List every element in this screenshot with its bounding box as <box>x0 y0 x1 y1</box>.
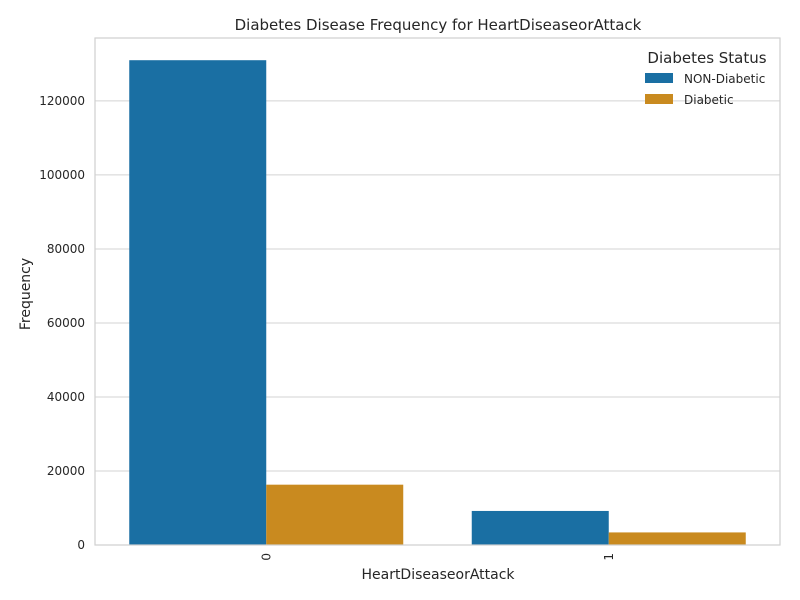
y-tick-label: 20000 <box>47 464 85 478</box>
legend-label-1: Diabetic <box>684 93 734 107</box>
plot-frame <box>94 37 781 546</box>
y-tick-label: 0 <box>77 538 85 552</box>
y-tick-label: 100000 <box>39 168 85 182</box>
legend-label-0: NON-Diabetic <box>684 72 765 86</box>
legend-title: Diabetes Status <box>647 49 766 67</box>
bar-non-diabetic-0 <box>129 60 267 546</box>
y-tick-label: 40000 <box>47 390 85 404</box>
legend: Diabetes Status NON-Diabetic Diabetic <box>645 49 767 107</box>
y-tick-label: 80000 <box>47 242 85 256</box>
x-axis-label: HeartDiseaseorAttack <box>361 567 515 583</box>
bar-non-diabetic-1 <box>471 510 609 545</box>
bars <box>129 60 746 546</box>
legend-swatch-1 <box>645 94 673 104</box>
bar-diabetic-1 <box>608 532 746 545</box>
x-tick-label: 1 <box>602 553 616 561</box>
y-axis-label: Frequency <box>18 258 34 330</box>
x-tick-label: 0 <box>259 553 273 561</box>
y-tick-labels: 0 20000 40000 60000 80000 100000 120000 <box>39 94 85 552</box>
legend-swatch-0 <box>645 73 673 83</box>
bar-diabetic-0 <box>266 484 404 545</box>
legend-items: NON-Diabetic Diabetic <box>645 72 765 107</box>
y-tick-label: 120000 <box>39 94 85 108</box>
y-tick-label: 60000 <box>47 316 85 330</box>
chart-title: Diabetes Disease Frequency for HeartDise… <box>235 16 642 34</box>
